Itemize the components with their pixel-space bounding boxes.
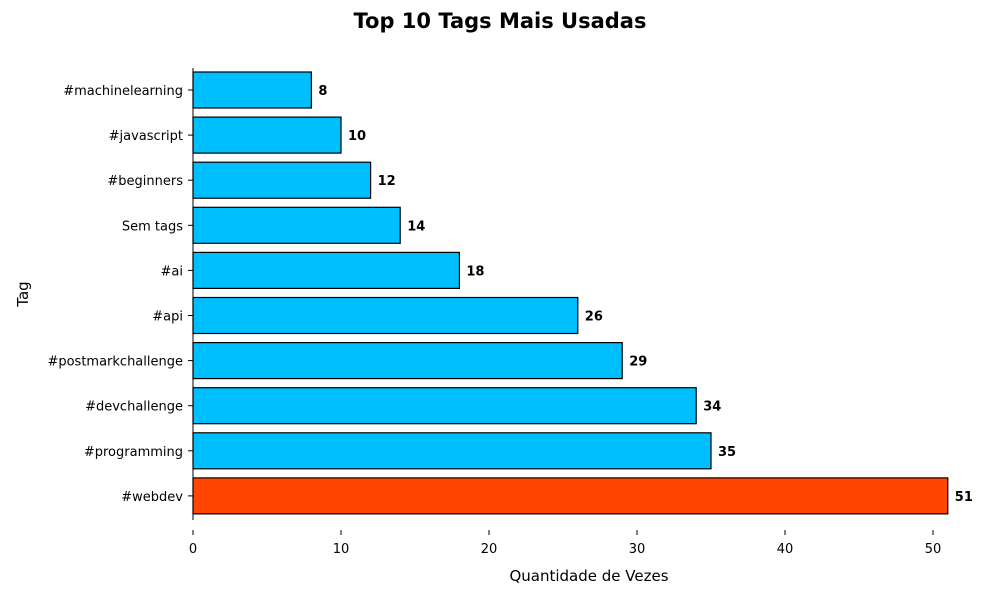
y-tick-label: #programming — [84, 445, 183, 460]
x-tick-label: 10 — [333, 542, 350, 557]
y-tick-label: #webdev — [121, 490, 183, 505]
bar-ai — [192, 251, 460, 289]
value-label: 26 — [585, 310, 603, 325]
y-tick-label: #ai — [161, 264, 183, 279]
bar-programming — [192, 432, 712, 470]
x-tick-label: 50 — [925, 542, 942, 557]
bar-webdev — [192, 477, 949, 515]
chart-title: Top 10 Tags Mais Usadas — [354, 9, 647, 33]
y-tick-label: #beginners — [107, 174, 183, 189]
value-label: 18 — [466, 264, 484, 279]
bar-sem-tags — [192, 206, 401, 244]
value-label: 12 — [378, 174, 396, 189]
y-tick-label: #postmarkchallenge — [47, 355, 183, 370]
bar-postmarkchallenge — [192, 342, 623, 380]
x-tick-label: 0 — [189, 542, 197, 557]
value-label: 10 — [348, 129, 366, 144]
value-label: 14 — [407, 219, 425, 234]
y-tick-label: #devchallenge — [85, 400, 183, 415]
y-tick-label: #machinelearning — [63, 84, 183, 99]
y-tick-labels: #webdev #programming #devchallenge #postmar… — [47, 84, 193, 505]
y-tick-label: #api — [152, 310, 183, 325]
y-tick-label: #javascript — [109, 129, 183, 144]
bar-machinelearning — [192, 71, 313, 109]
y-tick-label: Sem tags — [122, 219, 183, 234]
value-labels: 51 35 34 29 26 18 14 12 10 8 — [318, 84, 972, 505]
bars-group — [192, 71, 949, 515]
x-tick-label: 20 — [481, 542, 498, 557]
bar-api — [192, 296, 579, 335]
value-label: 34 — [703, 400, 721, 415]
value-label: 35 — [718, 445, 736, 460]
value-label: 8 — [318, 84, 327, 99]
bar-devchallenge — [192, 387, 697, 425]
x-tick-label: 40 — [777, 542, 794, 557]
x-axis-label: Quantidade de Vezes — [509, 567, 668, 585]
value-label: 51 — [955, 490, 973, 505]
value-label: 29 — [629, 355, 647, 370]
x-tick-label: 30 — [629, 542, 646, 557]
x-ticks: 0 10 20 30 40 50 — [189, 530, 941, 557]
y-axis-label: Tag — [14, 281, 32, 307]
bar-beginners — [192, 161, 372, 199]
bar-javascript — [192, 116, 342, 154]
